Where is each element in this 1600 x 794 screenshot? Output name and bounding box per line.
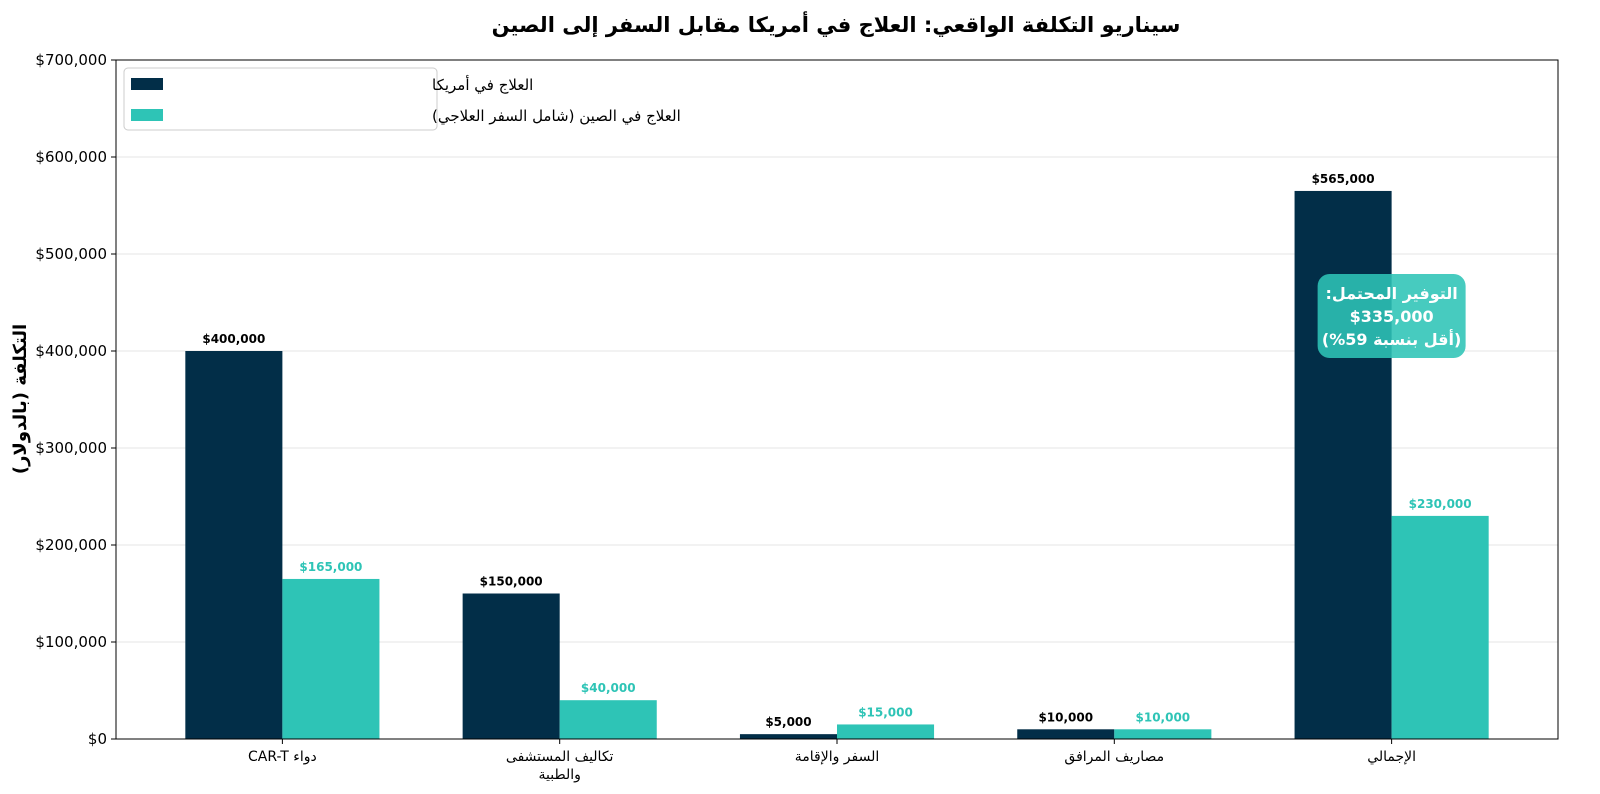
bar	[282, 578, 380, 739]
bar	[462, 593, 560, 739]
bar	[837, 724, 935, 739]
bar-value-label: $10,000	[1038, 710, 1093, 724]
legend-swatch	[131, 78, 163, 90]
annotation-box	[1317, 274, 1466, 358]
x-tick-label: مصاريف المرافق	[1064, 749, 1164, 765]
y-tick-label: $500,000	[35, 245, 107, 263]
legend-swatch	[131, 109, 163, 121]
y-axis-label: التكلفة (بالدولار)	[10, 324, 31, 474]
y-axis-ticks: $0 $100,000 $200,000 $300,000 $400,000 $500,0…	[35, 51, 116, 748]
x-tick-label: تكاليف المستشفى والطبية	[506, 749, 614, 783]
y-tick-label: $700,000	[35, 51, 107, 69]
annotation-line: التوفير المحتمل:	[1325, 284, 1457, 303]
bar-value-label: $15,000	[858, 705, 913, 719]
y-tick-label: $200,000	[35, 536, 107, 554]
x-tick-label: دواء CAR-T	[248, 749, 317, 765]
x-axis-ticks: دواء CAR-T تكاليف المستشفى والطبية السفر وا…	[248, 739, 1416, 783]
bar	[1391, 515, 1489, 739]
bar	[1017, 729, 1115, 739]
legend: العلاج في أمريكا العلاج في الصين (شامل ال…	[123, 67, 681, 131]
y-tick-label: $300,000	[35, 439, 107, 457]
bar	[1294, 190, 1392, 739]
x-tick-label: السفر والإقامة	[795, 749, 880, 765]
bar-value-label: $5,000	[765, 715, 811, 729]
legend-box	[123, 67, 438, 131]
bar-value-label: $40,000	[581, 681, 636, 695]
bar	[185, 351, 283, 739]
bar-value-label: $565,000	[1312, 172, 1375, 186]
legend-label: العلاج في أمريكا	[432, 75, 533, 95]
bars	[185, 190, 1489, 739]
annotation-line: (أقل بنسبة 59%)	[1322, 329, 1461, 349]
legend-label: العلاج في الصين (شامل السفر العلاجي)	[432, 107, 681, 126]
bar	[739, 734, 837, 739]
y-tick-label: $100,000	[35, 633, 107, 651]
bar	[559, 700, 657, 739]
bar	[1114, 729, 1212, 739]
y-tick-label: $0	[88, 730, 107, 748]
bar-value-label: $230,000	[1409, 497, 1472, 511]
bar-value-label: $10,000	[1136, 710, 1191, 724]
y-tick-label: $600,000	[35, 148, 107, 166]
bar-value-label: $165,000	[299, 560, 362, 574]
bar-value-label: $400,000	[202, 332, 265, 346]
bar-value-label: $150,000	[480, 575, 543, 589]
data-labels: $400,000 $165,000 $150,000 $40,000 $5,000 $15…	[202, 172, 1471, 729]
annotation-line: $335,000	[1350, 307, 1434, 326]
savings-annotation: التوفير المحتمل: $335,000 (أقل بنسبة 59%)	[1317, 274, 1466, 358]
x-tick-label: الإجمالي	[1367, 749, 1416, 765]
chart-title: سيناريو التكلفة الواقعي: العلاج في أمريك…	[492, 10, 1181, 38]
y-tick-label: $400,000	[35, 342, 107, 360]
